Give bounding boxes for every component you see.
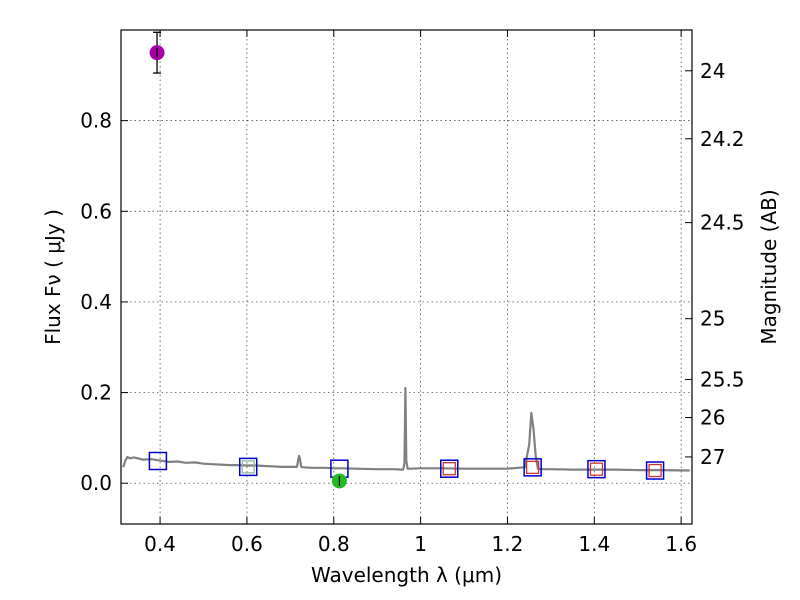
model-point-square xyxy=(587,459,606,479)
x-tick-label: 0.6 xyxy=(231,532,263,556)
x-tick-label: 1.6 xyxy=(665,532,697,556)
spectrum-line xyxy=(122,386,690,472)
model-point-square xyxy=(238,457,258,477)
y-tick-label: 0.6 xyxy=(80,199,112,223)
observed-square xyxy=(241,460,255,474)
observed-square xyxy=(442,462,456,476)
plot-frame xyxy=(120,29,693,525)
y-tick-label: 0.2 xyxy=(80,381,112,405)
y-tick-label: 0.8 xyxy=(80,109,112,133)
y2-tick-label: 27 xyxy=(700,445,725,469)
y2-tick-label: 26 xyxy=(700,405,725,429)
ticks-layer: 0.4 0.6 0.8 1 1.2 1.4 1.6 0.0 0.2 0.4 0.6 0.8 24 24.2… xyxy=(80,30,745,556)
model-point-square xyxy=(523,458,542,477)
x-axis-label: Wavelength λ (μm) xyxy=(311,563,502,587)
observed-square xyxy=(589,462,604,476)
x-tick-label: 0.8 xyxy=(318,532,350,556)
y2-tick-label: 25 xyxy=(700,307,725,331)
y2-tick-label: 24.5 xyxy=(700,211,745,235)
x-tick-label: 0.4 xyxy=(144,532,176,556)
y2-axis-label: Magnitude (AB) xyxy=(757,189,781,344)
y-tick-label: 0.4 xyxy=(80,290,112,314)
x-tick-label: 1.4 xyxy=(578,532,610,556)
x-tick-label: 1.2 xyxy=(492,532,524,556)
observed-square xyxy=(525,460,540,474)
y-tick-label: 0.0 xyxy=(80,471,112,495)
x-tick-label: 1 xyxy=(414,532,427,556)
y2-tick-label: 24.2 xyxy=(700,127,745,151)
observed-square xyxy=(648,463,662,478)
model-point-square xyxy=(440,459,459,478)
model-point-square xyxy=(645,461,665,480)
model-point-square xyxy=(148,451,168,471)
y2-tick-label: 25.5 xyxy=(700,367,745,391)
points-layer xyxy=(148,31,665,489)
grid xyxy=(121,30,692,524)
y2-tick-label: 24 xyxy=(700,59,725,83)
y-axis-label: Flux Fν ( μJy ) xyxy=(41,209,65,345)
spectrum-layer xyxy=(122,386,690,472)
